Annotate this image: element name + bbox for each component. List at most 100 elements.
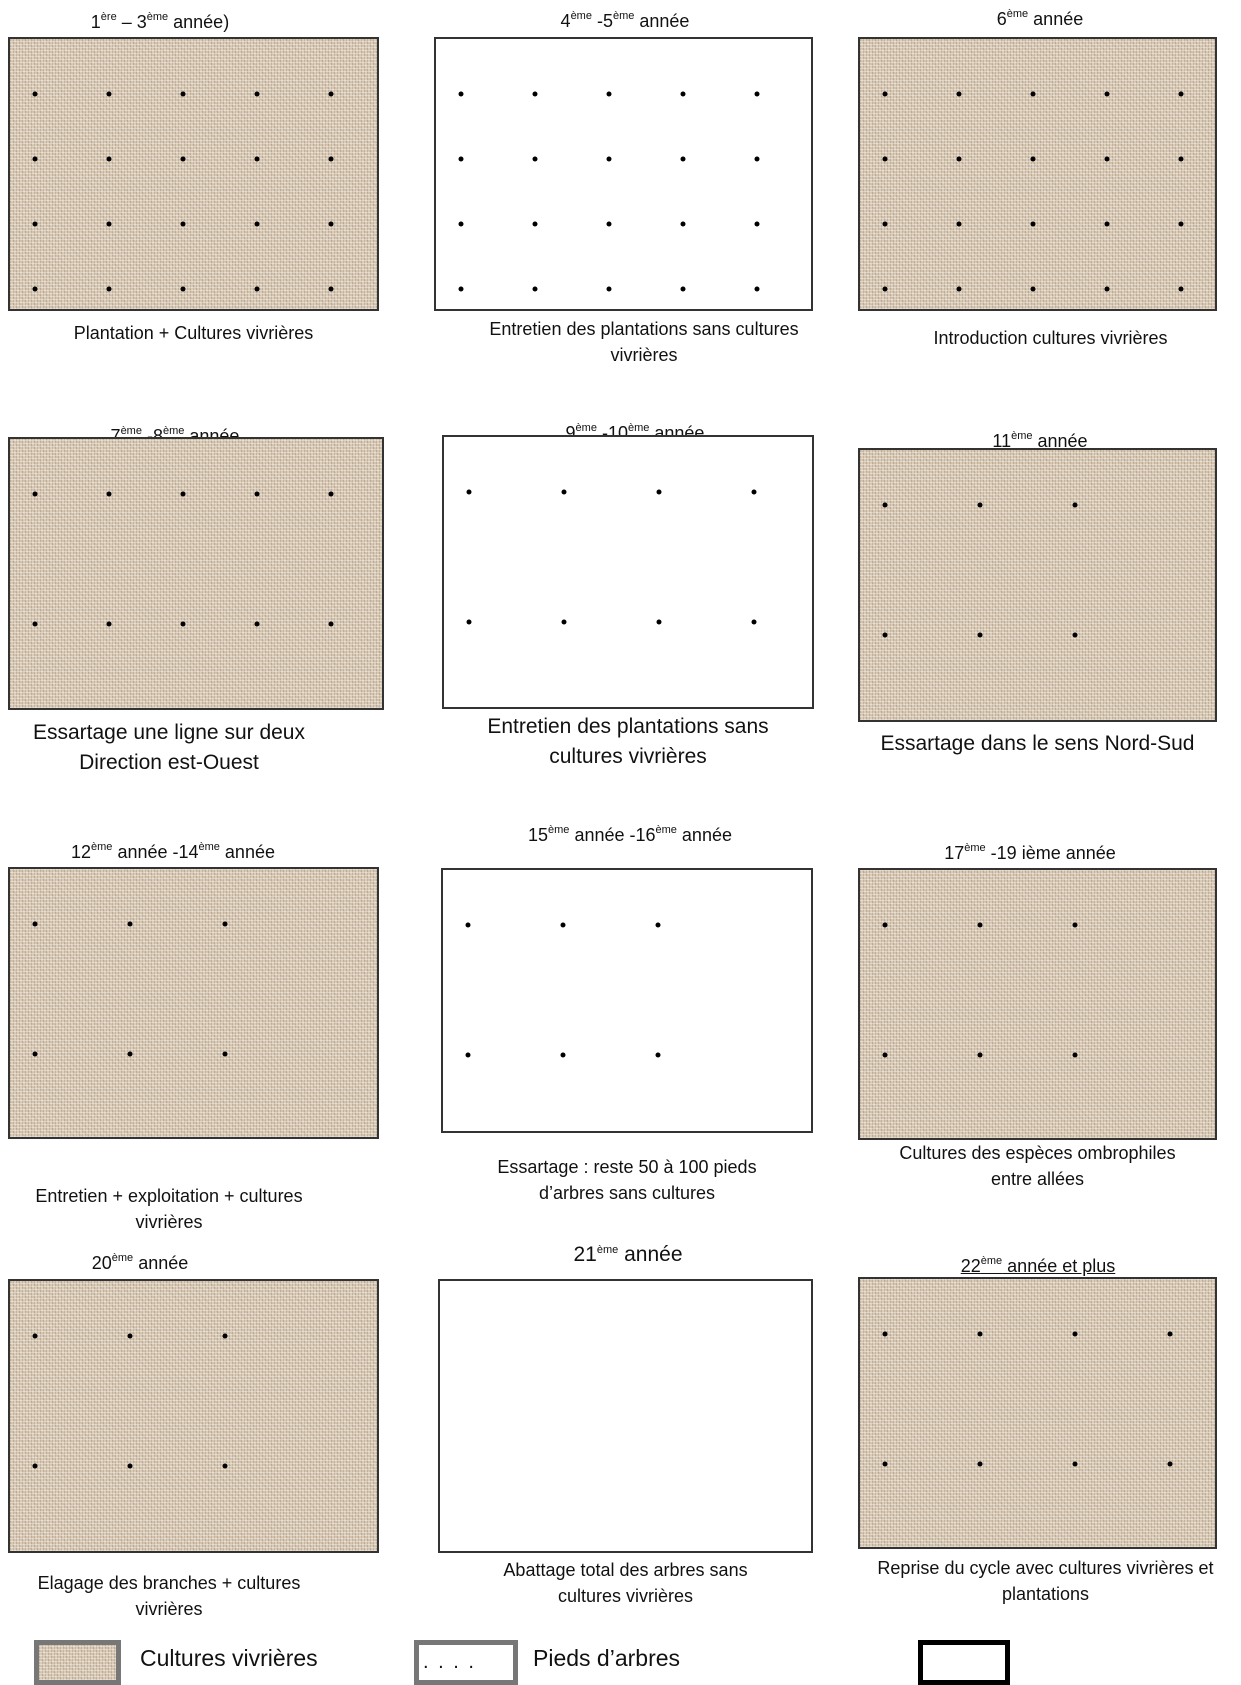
tree-dot bbox=[328, 221, 334, 227]
panel-caption-p1: Plantation + Cultures vivrières bbox=[73, 323, 314, 343]
panel-title-p1: 1ère – 3ème année) bbox=[90, 11, 230, 33]
tree-dot bbox=[32, 1463, 38, 1469]
panel-title-p2: 4ème -5ème année bbox=[560, 10, 690, 32]
legend-tree-swatch: . . . . bbox=[414, 1640, 518, 1685]
panel-title-p6: 11ème année bbox=[992, 430, 1088, 452]
panel-caption-p6: Essartage dans le sens Nord-Sud bbox=[880, 732, 1195, 755]
tree-dot bbox=[680, 91, 686, 97]
tree-dot bbox=[106, 91, 112, 97]
tree-dot bbox=[222, 1051, 228, 1057]
panel-caption-p3: Introduction cultures vivrières bbox=[933, 328, 1168, 348]
tree-dot bbox=[458, 156, 464, 162]
panel-caption-p5: Entretien des plantations sans cultures … bbox=[487, 715, 769, 768]
tree-dot bbox=[656, 619, 662, 625]
tree-dot bbox=[180, 621, 186, 627]
tree-dot bbox=[606, 286, 612, 292]
tree-dot bbox=[254, 221, 260, 227]
tree-dot bbox=[1178, 221, 1184, 227]
tree-dot bbox=[458, 221, 464, 227]
panel-box-p3 bbox=[858, 37, 1217, 311]
tree-dot bbox=[1030, 91, 1036, 97]
tree-dot bbox=[956, 156, 962, 162]
tree-dot bbox=[532, 156, 538, 162]
panel-caption-p7: Entretien + exploitation + cultures vivr… bbox=[35, 1186, 303, 1232]
tree-dot bbox=[882, 91, 888, 97]
tree-dot bbox=[254, 491, 260, 497]
tree-dot bbox=[751, 619, 757, 625]
tree-dot bbox=[180, 491, 186, 497]
panel-caption-p9: Cultures des espèces ombrophiles entre a… bbox=[899, 1143, 1176, 1189]
tree-dot bbox=[1167, 1461, 1173, 1467]
tree-dot bbox=[32, 91, 38, 97]
tree-dot bbox=[328, 491, 334, 497]
tree-dot bbox=[180, 286, 186, 292]
panel-box-p4 bbox=[8, 437, 384, 710]
tree-dot bbox=[754, 91, 760, 97]
tree-dot bbox=[882, 221, 888, 227]
tree-dot bbox=[560, 1052, 566, 1058]
tree-dot bbox=[606, 91, 612, 97]
legend-outline-swatch bbox=[918, 1640, 1010, 1685]
panel-box-p7 bbox=[8, 867, 379, 1139]
tree-dot bbox=[1104, 91, 1110, 97]
tree-dot bbox=[606, 156, 612, 162]
tree-dot bbox=[606, 221, 612, 227]
panel-box-p10 bbox=[8, 1279, 379, 1553]
tree-dot bbox=[106, 491, 112, 497]
tree-dot bbox=[1072, 632, 1078, 638]
tree-dot bbox=[882, 502, 888, 508]
tree-dot bbox=[1030, 286, 1036, 292]
tree-dot bbox=[655, 1052, 661, 1058]
panel-title-p5: 9ème -10ème année bbox=[565, 422, 705, 437]
tree-dot bbox=[977, 1461, 983, 1467]
tree-dot bbox=[328, 621, 334, 627]
panel-title-p10: 20ème année bbox=[91, 1252, 189, 1274]
tree-dot bbox=[32, 921, 38, 927]
panel-caption-p4: Essartage une ligne sur deux Direction e… bbox=[32, 721, 305, 774]
tree-dot bbox=[977, 1331, 983, 1337]
tree-dot bbox=[1072, 1461, 1078, 1467]
tree-dot bbox=[458, 286, 464, 292]
tree-dot bbox=[1104, 286, 1110, 292]
tree-dot bbox=[1072, 1052, 1078, 1058]
tree-dot bbox=[977, 632, 983, 638]
tree-dot bbox=[106, 286, 112, 292]
panel-title-p3: 6ème année bbox=[996, 8, 1084, 30]
tree-dot bbox=[458, 91, 464, 97]
panel-title-p8: 15ème année -16ème année bbox=[528, 824, 732, 846]
tree-dot bbox=[532, 221, 538, 227]
tree-dot bbox=[680, 286, 686, 292]
tree-dot bbox=[32, 156, 38, 162]
tree-dot bbox=[882, 632, 888, 638]
tree-dot bbox=[32, 286, 38, 292]
tree-dot bbox=[466, 619, 472, 625]
tree-dot bbox=[222, 921, 228, 927]
tree-dot bbox=[882, 286, 888, 292]
tree-dot bbox=[328, 156, 334, 162]
panel-caption-p2: Entretien des plantations sans cultures … bbox=[489, 319, 799, 365]
legend-crop-swatch bbox=[34, 1640, 121, 1685]
tree-dot bbox=[1178, 91, 1184, 97]
tree-dot bbox=[532, 91, 538, 97]
tree-dot bbox=[1030, 221, 1036, 227]
tree-dot bbox=[1178, 286, 1184, 292]
tree-dot bbox=[561, 489, 567, 495]
tree-dot bbox=[1072, 922, 1078, 928]
tree-dot bbox=[882, 156, 888, 162]
tree-dot bbox=[254, 91, 260, 97]
tree-dot bbox=[882, 1461, 888, 1467]
tree-dot bbox=[106, 156, 112, 162]
tree-dot bbox=[254, 286, 260, 292]
tree-dot bbox=[560, 922, 566, 928]
panel-caption-p10: Elagage des branches + cultures vivrière… bbox=[37, 1573, 301, 1619]
tree-dot bbox=[127, 1051, 133, 1057]
panel-box-p1 bbox=[8, 37, 379, 311]
tree-dot bbox=[1072, 502, 1078, 508]
panel-caption-p8: Essartage : reste 50 à 100 pieds d’arbre… bbox=[497, 1157, 757, 1203]
tree-dot bbox=[882, 1331, 888, 1337]
panel-title-p9: 17ème -19 ième année bbox=[944, 842, 1116, 864]
panel-box-p8 bbox=[441, 868, 813, 1133]
tree-dot bbox=[680, 221, 686, 227]
tree-dot bbox=[180, 221, 186, 227]
tree-dot bbox=[956, 286, 962, 292]
